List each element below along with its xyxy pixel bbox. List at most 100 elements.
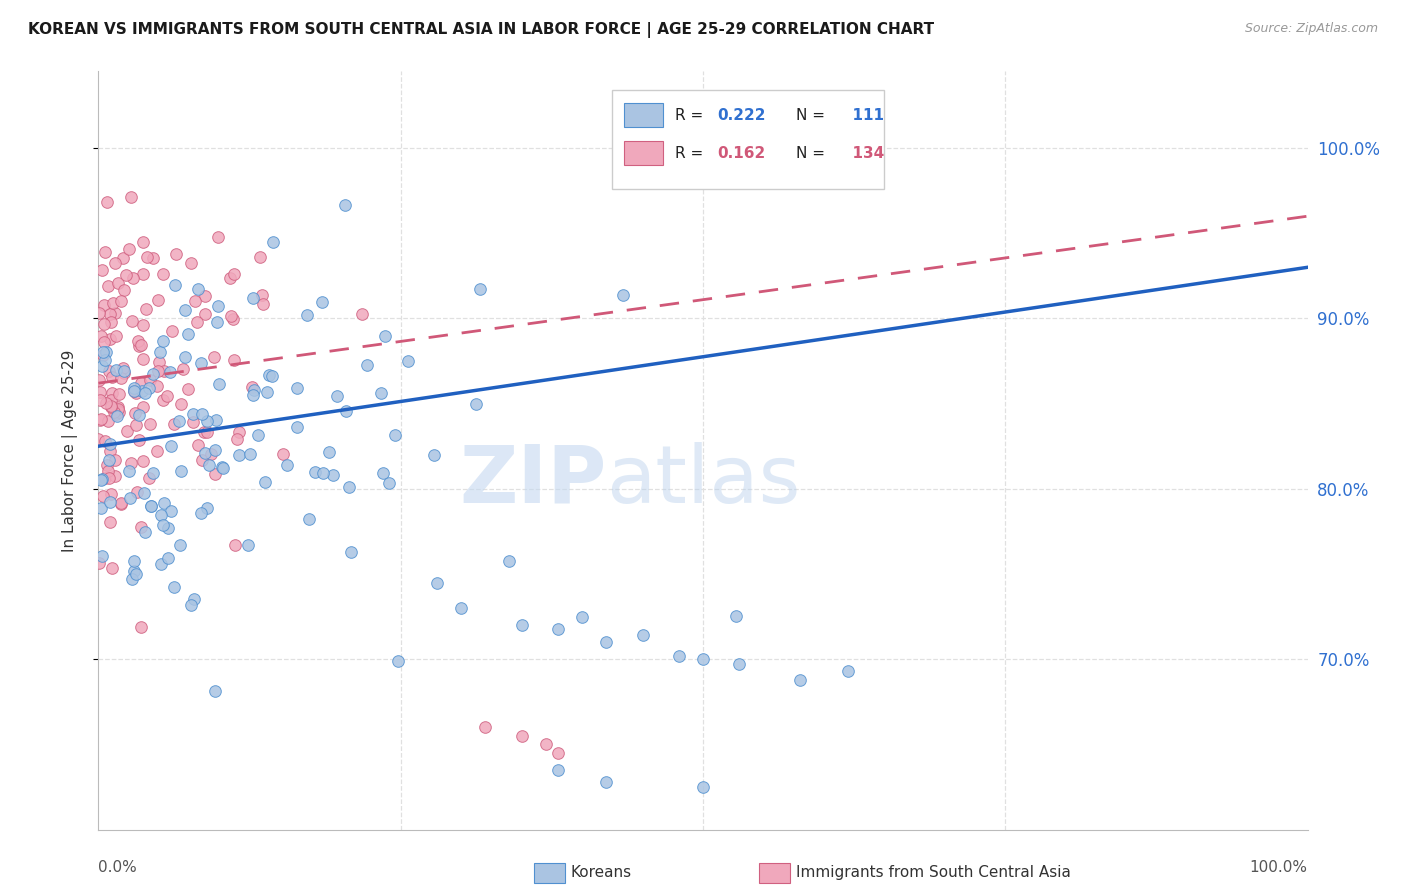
Point (534, 737, 557, 751)
Point (205, 315, 228, 329)
Point (195, 425, 218, 439)
Point (242, 388, 264, 402)
Point (450, 601, 472, 615)
Point (326, 389, 349, 403)
Point (128, 338, 150, 352)
Point (89, 413, 111, 427)
Point (105, 409, 128, 423)
Point (94, 470, 117, 484)
Point (631, 628, 654, 642)
Point (246, 428, 269, 442)
Point (146, 378, 169, 392)
Point (187, 438, 209, 452)
Point (204, 443, 226, 458)
Point (191, 453, 214, 467)
Point (262, 368, 284, 383)
Point (93, 298, 115, 312)
Point (91, 549, 114, 563)
Text: atlas: atlas (606, 442, 800, 520)
Point (112, 251, 135, 265)
Point (304, 465, 326, 479)
Point (100, 315, 122, 329)
Point (93, 334, 115, 349)
Point (295, 308, 318, 322)
Text: 100.0%: 100.0% (1250, 860, 1308, 875)
Point (127, 334, 149, 349)
Point (789, 673, 811, 687)
Point (98, 495, 121, 509)
Point (149, 508, 172, 522)
Point (571, 609, 593, 624)
Text: 111: 111 (842, 108, 884, 123)
Point (252, 297, 274, 311)
Point (228, 425, 250, 439)
Point (194, 289, 217, 303)
Text: 0.162: 0.162 (717, 145, 766, 161)
Point (94, 245, 117, 260)
Point (370, 386, 392, 401)
Point (207, 376, 229, 391)
Point (131, 235, 153, 250)
Y-axis label: In Labor Force | Age 25-29: In Labor Force | Age 25-29 (62, 350, 77, 551)
Point (236, 538, 259, 552)
Point (107, 401, 129, 416)
Point (110, 293, 132, 308)
Point (105, 403, 128, 417)
Point (112, 366, 135, 380)
Point (107, 400, 129, 414)
Point (371, 466, 394, 480)
Point (337, 480, 360, 494)
Point (311, 295, 333, 310)
Point (91, 262, 114, 277)
Point (87, 432, 110, 446)
Point (139, 500, 162, 514)
Point (356, 359, 378, 373)
Text: Koreans: Koreans (571, 865, 631, 880)
Point (384, 427, 406, 442)
Point (169, 397, 191, 411)
Point (837, 664, 859, 678)
Point (134, 485, 156, 500)
Point (335, 403, 357, 417)
Point (89, 392, 111, 407)
Point (135, 301, 157, 316)
Point (333, 198, 356, 212)
Point (249, 251, 271, 265)
Point (152, 495, 174, 509)
Point (276, 458, 298, 472)
Point (101, 561, 124, 575)
Point (259, 368, 281, 383)
Point (239, 447, 262, 461)
Point (90, 472, 112, 486)
Point (87, 556, 110, 570)
Point (112, 364, 135, 378)
Point (184, 294, 207, 309)
Point (173, 303, 195, 318)
Point (107, 387, 129, 401)
Text: R =: R = (675, 108, 709, 123)
Point (87, 305, 110, 319)
Point (112, 283, 135, 297)
Point (285, 381, 308, 395)
Point (159, 365, 181, 379)
Point (312, 466, 335, 480)
Text: N =: N = (796, 145, 830, 161)
Point (146, 364, 169, 378)
Point (129, 520, 152, 534)
Point (183, 591, 205, 606)
Point (89, 384, 111, 399)
Point (163, 580, 186, 594)
Point (242, 291, 264, 305)
Point (221, 312, 243, 326)
Point (256, 384, 278, 399)
Point (205, 413, 228, 427)
Point (212, 460, 235, 475)
Point (104, 256, 127, 270)
Text: 134: 134 (842, 145, 884, 161)
Point (250, 287, 273, 301)
Point (498, 554, 520, 568)
Point (104, 407, 127, 421)
Point (104, 306, 127, 320)
Point (118, 491, 141, 505)
Point (132, 454, 155, 468)
